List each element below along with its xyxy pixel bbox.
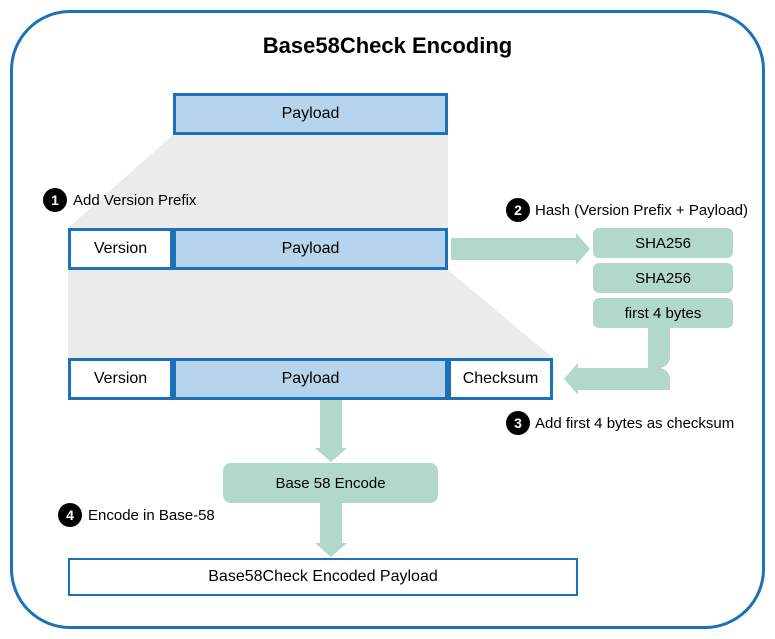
step-label-4: Encode in Base-58 — [88, 507, 215, 524]
arrow-hash-head — [564, 363, 578, 395]
arrow-to-hash — [451, 238, 576, 260]
result-box: Base58Check Encoded Payload — [68, 558, 578, 596]
step-badge-2: 2 — [506, 198, 530, 222]
arrow-hash-down — [648, 328, 670, 368]
version-label: Version — [94, 370, 147, 388]
diagram-title: Base58Check Encoding — [13, 33, 762, 59]
payload-label: Payload — [282, 105, 340, 123]
version-box-1: Version — [68, 228, 173, 270]
arrow-to-encode — [320, 400, 342, 448]
sha256-box-1: SHA256 — [593, 228, 733, 258]
checksum-box: Checksum — [448, 358, 553, 400]
step-badge-1: 1 — [43, 188, 67, 212]
version-label: Version — [94, 240, 147, 258]
step-label-2: Hash (Version Prefix + Payload) — [535, 202, 748, 219]
result-label: Base58Check Encoded Payload — [208, 568, 438, 586]
payload-box-2: Payload — [173, 228, 448, 270]
step-label-1: Add Version Prefix — [73, 192, 196, 209]
step-badge-3: 3 — [506, 411, 530, 435]
step-label-3: Add first 4 bytes as checksum — [535, 415, 734, 432]
checksum-label: Checksum — [463, 370, 539, 388]
diagram-frame: Base58Check Encoding Payload 1 Add Versi… — [10, 10, 765, 629]
payload-label: Payload — [282, 240, 340, 258]
flow-trapezoid-2 — [68, 270, 553, 358]
sha256-box-2: SHA256 — [593, 263, 733, 293]
step-badge-4: 4 — [58, 503, 82, 527]
payload-box-1: Payload — [173, 93, 448, 135]
arrow-to-result — [320, 503, 342, 543]
version-box-2: Version — [68, 358, 173, 400]
payload-box-3: Payload — [173, 358, 448, 400]
base58encode-box: Base 58 Encode — [223, 463, 438, 503]
arrow-hash-left — [578, 368, 670, 390]
payload-label: Payload — [282, 370, 340, 388]
first4-box: first 4 bytes — [593, 298, 733, 328]
flow-trapezoid-1 — [68, 135, 448, 228]
